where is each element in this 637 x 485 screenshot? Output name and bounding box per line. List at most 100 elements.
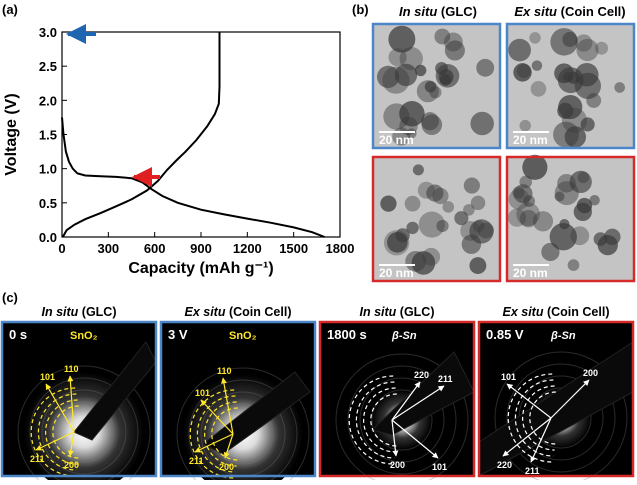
miller-index: 200: [64, 460, 79, 470]
title-rest: (Coin Cell): [229, 305, 292, 319]
index-arrow: [35, 431, 75, 451]
miller-index: 200: [583, 368, 598, 378]
nanoparticle: [519, 209, 538, 228]
tem-image: 20 nm: [371, 155, 502, 283]
index-arrow: [194, 433, 234, 453]
nanoparticle: [580, 117, 595, 132]
nanoparticle: [416, 80, 439, 103]
diffraction-image: 101 110 211 200 0 s SnO₂: [0, 320, 158, 485]
nanoparticle: [476, 58, 495, 77]
title-rest: (GLC): [441, 4, 477, 19]
index-arrow: [502, 417, 552, 457]
nanoparticle: [424, 80, 437, 93]
index-ring: [355, 381, 395, 459]
nanoparticle: [387, 231, 408, 253]
index-arrow: [391, 385, 445, 421]
nanoparticle: [576, 38, 599, 62]
nanoparticle: [559, 218, 570, 230]
miller-index: 220: [414, 370, 429, 380]
nanoparticle: [418, 211, 445, 238]
nanoparticle: [383, 103, 410, 130]
index-arrow: [391, 419, 399, 457]
miller-index: 101: [501, 372, 516, 382]
nanoparticle: [463, 204, 475, 216]
diffraction-ring: [17, 365, 151, 485]
image-border: [505, 22, 636, 150]
nanoparticle: [507, 208, 527, 227]
phase-label: β-Sn: [391, 330, 417, 342]
nanoparticle: [376, 65, 400, 89]
nanoparticle: [558, 95, 583, 120]
image-border: [318, 320, 476, 478]
y-tick-label: 0.0: [39, 230, 57, 245]
x-tick-label: 600: [144, 241, 166, 256]
index-ring: [514, 379, 554, 457]
nanoparticle: [529, 32, 541, 44]
nanoparticle: [454, 211, 469, 226]
nanoparticle: [444, 40, 465, 61]
diffraction-image: 220 211 200 101 1800 s β-Sn: [318, 320, 476, 485]
beam-stopper: [202, 371, 311, 455]
condition-label: 1800 s: [327, 327, 367, 342]
index-arrow: [45, 383, 75, 433]
y-tick-label: 2.5: [39, 59, 57, 74]
diffraction-ring: [347, 365, 457, 475]
title-italic: In situ: [41, 305, 78, 319]
nanoparticle: [404, 195, 421, 212]
miller-index: 211: [525, 466, 540, 476]
nanoparticle: [523, 195, 535, 208]
panel-title: In situ (GLC): [41, 305, 116, 319]
panel-title: In situ (GLC): [359, 305, 434, 319]
image-border: [505, 155, 636, 283]
column-title: Ex situ (Coin Cell): [514, 4, 625, 19]
nanoparticle: [399, 101, 425, 127]
nanoparticle: [406, 128, 417, 139]
x-tick-label: 900: [190, 241, 212, 256]
scale-bar-label: 20 nm: [513, 133, 548, 147]
image-border: [371, 22, 502, 150]
diffraction-ring: [53, 401, 115, 463]
title-italic: In situ: [359, 305, 396, 319]
diffraction-ring: [335, 353, 469, 485]
nanoparticle: [426, 184, 444, 202]
nanoparticle: [432, 187, 449, 205]
nanoparticle: [412, 164, 424, 176]
title-italic: Ex situ: [503, 305, 544, 319]
index-ring: [522, 385, 555, 451]
data-line: [61, 32, 221, 238]
panel-label: (c): [2, 290, 18, 305]
title-rest: (GLC): [82, 305, 117, 319]
index-ring: [37, 393, 77, 471]
diffraction-image: 101 200 220 211 0.85 V β-Sn: [477, 320, 635, 485]
miller-index: 101: [195, 388, 210, 398]
nanoparticle: [519, 175, 533, 189]
y-tick-label: 1.5: [39, 128, 57, 143]
nanoparticle: [411, 251, 436, 275]
y-tick-label: 3.0: [39, 25, 57, 40]
nanoparticle: [422, 247, 441, 266]
data-line: [61, 117, 325, 238]
diffraction-ring: [359, 377, 445, 463]
nanoparticle: [460, 221, 481, 241]
diffraction-ring: [41, 389, 127, 475]
nanoparticle: [388, 25, 416, 53]
condition-label: 3 V: [168, 327, 188, 342]
nanoparticle: [434, 28, 451, 45]
title-rest: (Coin Cell): [547, 305, 610, 319]
title-rest: (GLC): [400, 305, 435, 319]
nanoparticle: [567, 259, 580, 271]
index-arrow: [220, 377, 234, 435]
x-axis-label: Capacity (mAh g⁻¹): [128, 260, 273, 277]
index-ring: [529, 391, 556, 445]
title-rest: (Coin Cell): [561, 4, 626, 19]
miller-index: 110: [217, 366, 232, 376]
diffraction-ring: [176, 367, 310, 485]
nanoparticle: [530, 81, 547, 97]
nanoparticle: [406, 221, 419, 235]
panel-title: Ex situ (Coin Cell): [503, 305, 610, 319]
nanoparticle: [436, 219, 449, 233]
nanoparticle: [569, 170, 592, 194]
condition-label: 0 s: [9, 327, 27, 342]
index-ring: [196, 395, 236, 473]
